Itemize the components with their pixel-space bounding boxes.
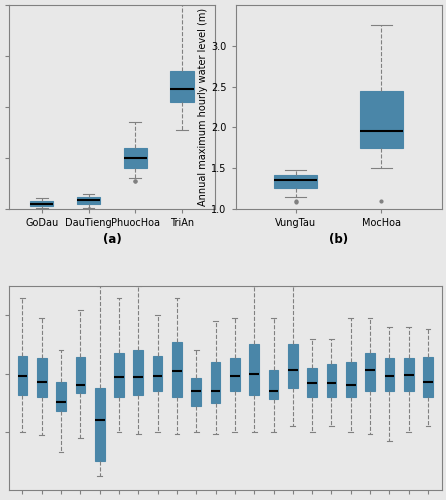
- PathPatch shape: [37, 358, 46, 397]
- PathPatch shape: [133, 350, 143, 395]
- PathPatch shape: [191, 378, 201, 406]
- PathPatch shape: [360, 90, 403, 148]
- PathPatch shape: [124, 148, 147, 168]
- PathPatch shape: [326, 364, 336, 397]
- X-axis label: (b): (b): [329, 234, 348, 246]
- PathPatch shape: [95, 388, 104, 461]
- PathPatch shape: [230, 358, 240, 391]
- PathPatch shape: [307, 368, 317, 397]
- PathPatch shape: [56, 382, 66, 411]
- PathPatch shape: [30, 201, 54, 206]
- PathPatch shape: [268, 370, 278, 399]
- PathPatch shape: [346, 362, 355, 397]
- PathPatch shape: [274, 174, 317, 188]
- Y-axis label: Annual maximum hourly water level (m): Annual maximum hourly water level (m): [198, 8, 208, 206]
- PathPatch shape: [77, 197, 100, 203]
- PathPatch shape: [17, 356, 27, 395]
- X-axis label: (a): (a): [103, 234, 121, 246]
- PathPatch shape: [423, 358, 433, 397]
- PathPatch shape: [365, 352, 375, 391]
- PathPatch shape: [170, 71, 194, 102]
- PathPatch shape: [249, 344, 259, 395]
- PathPatch shape: [404, 358, 413, 391]
- PathPatch shape: [75, 358, 85, 394]
- PathPatch shape: [114, 352, 124, 397]
- PathPatch shape: [153, 356, 162, 391]
- PathPatch shape: [172, 342, 182, 397]
- PathPatch shape: [384, 358, 394, 391]
- PathPatch shape: [211, 362, 220, 403]
- PathPatch shape: [288, 344, 297, 388]
